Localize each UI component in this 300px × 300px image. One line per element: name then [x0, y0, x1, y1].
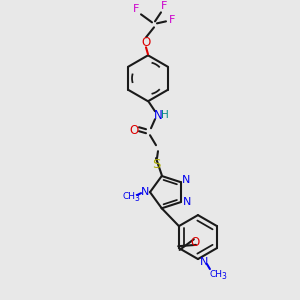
Text: O: O [141, 36, 151, 49]
Text: O: O [129, 124, 139, 137]
Text: 3: 3 [221, 272, 226, 280]
Text: N: N [200, 257, 208, 267]
Text: O: O [190, 236, 200, 249]
Text: 3: 3 [135, 194, 140, 202]
Text: N: N [154, 109, 162, 122]
Text: N: N [182, 175, 190, 185]
Text: H: H [161, 110, 169, 120]
Text: S: S [152, 158, 160, 171]
Text: F: F [161, 2, 167, 11]
Text: F: F [169, 15, 175, 26]
Text: N: N [182, 197, 191, 207]
Text: CH: CH [209, 269, 222, 278]
Text: F: F [133, 4, 139, 14]
Text: N: N [141, 187, 149, 197]
Text: CH: CH [122, 192, 136, 201]
